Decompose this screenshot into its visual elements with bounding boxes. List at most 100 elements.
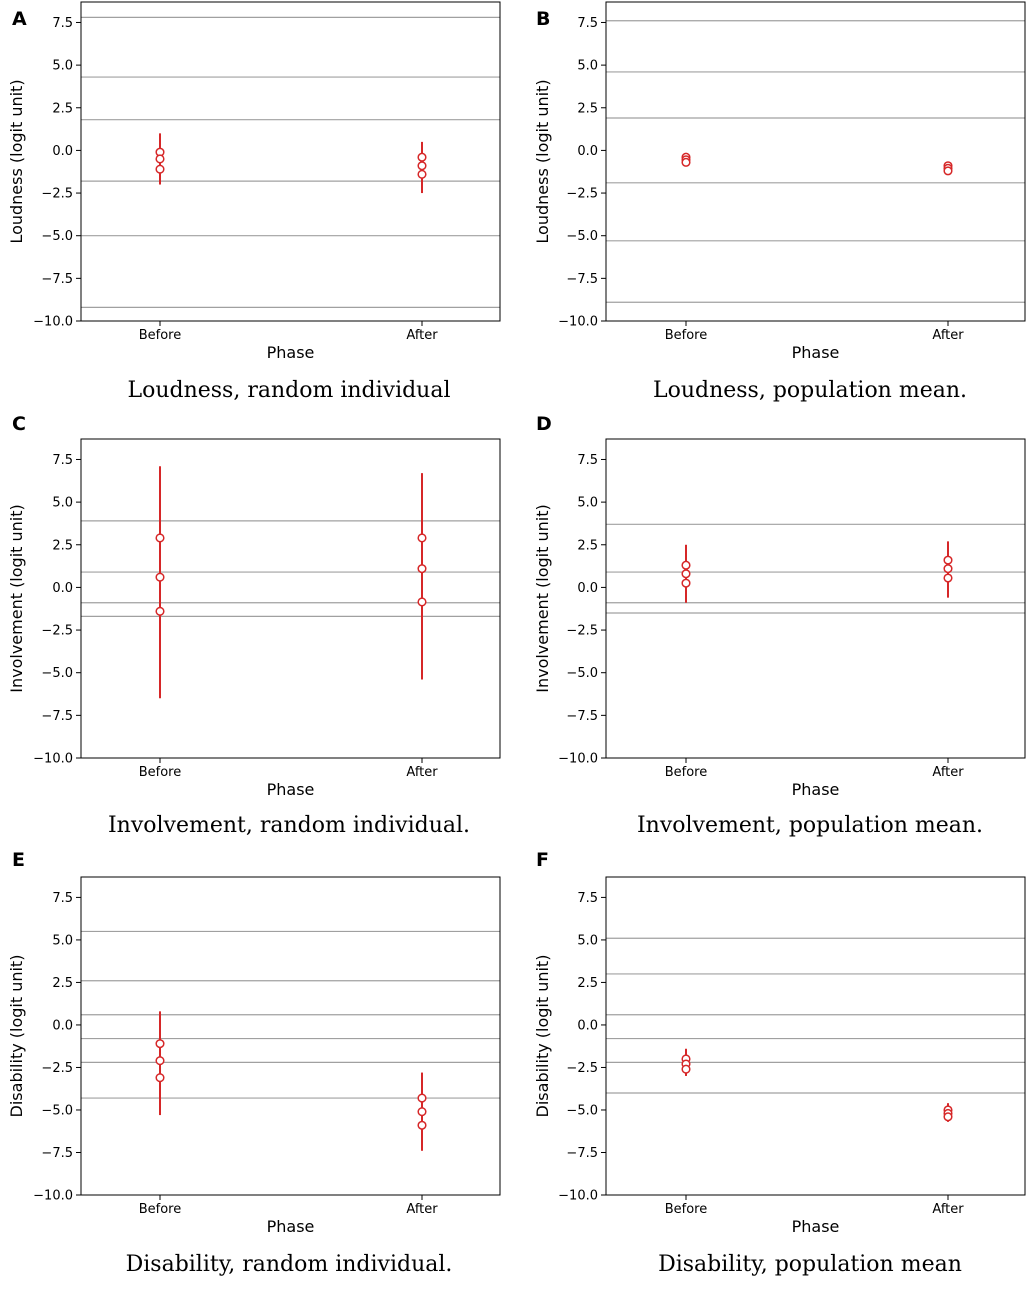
y-tick-label: 0.0 xyxy=(52,144,73,159)
data-point xyxy=(155,533,165,543)
data-point xyxy=(155,572,165,582)
panel-caption: Involvement, population mean. xyxy=(637,813,983,838)
y-tick-label: 0.0 xyxy=(577,144,598,159)
x-tick-label: Before xyxy=(665,765,708,780)
y-tick-label: −10.0 xyxy=(558,315,598,330)
y-tick-label: −5.0 xyxy=(41,229,73,244)
data-point xyxy=(417,152,427,162)
data-point xyxy=(417,1120,427,1130)
x-tick-label: After xyxy=(406,765,438,780)
data-point xyxy=(155,1056,165,1066)
panel-c: 7.5 5.0 2.5 0.0 −2.5 −5.0 −7.5 −10.0 Before After… xyxy=(7,413,501,838)
y-tick-label: 7.5 xyxy=(52,891,73,906)
plot-frame xyxy=(605,1,1026,322)
panel-letter: A xyxy=(12,8,27,30)
y-tick-label: 7.5 xyxy=(577,16,598,31)
x-tick-label: After xyxy=(406,328,438,343)
y-tick-label: 7.5 xyxy=(577,891,598,906)
panel-caption: Disability, random individual. xyxy=(126,1252,453,1277)
panel-letter: C xyxy=(12,413,26,435)
y-tick-label: 2.5 xyxy=(52,538,73,553)
data-point xyxy=(943,1112,953,1122)
data-point xyxy=(681,1064,691,1074)
y-tick-label: −2.5 xyxy=(41,624,73,639)
plot-frame xyxy=(80,438,501,759)
panel-e: 7.5 5.0 2.5 0.0 −2.5 −5.0 −7.5 −10.0 Before After… xyxy=(7,849,501,1277)
y-tick-label: −10.0 xyxy=(558,752,598,767)
data-point xyxy=(681,157,691,167)
y-tick-label: 5.0 xyxy=(577,496,598,511)
data-point xyxy=(943,573,953,583)
data-point xyxy=(417,533,427,543)
y-tick-label: 5.0 xyxy=(577,933,598,948)
data-point xyxy=(943,555,953,565)
y-tick-label: −10.0 xyxy=(33,752,73,767)
y-tick-label: −5.0 xyxy=(566,666,598,681)
y-tick-label: 5.0 xyxy=(52,496,73,511)
y-tick-label: −10.0 xyxy=(33,1189,73,1204)
plot-frame xyxy=(605,438,1026,759)
panel-caption: Loudness, population mean. xyxy=(653,378,967,403)
y-tick-label: 2.5 xyxy=(577,101,598,116)
data-point xyxy=(417,169,427,179)
y-tick-label: 5.0 xyxy=(52,933,73,948)
y-tick-label: −2.5 xyxy=(41,187,73,202)
x-axis-label: Phase xyxy=(792,1217,840,1236)
x-axis-label: Phase xyxy=(267,343,315,362)
panel-b: 7.5 5.0 2.5 0.0 −2.5 −5.0 −7.5 −10.0 Before After… xyxy=(533,1,1026,403)
plot-frame xyxy=(605,876,1026,1196)
x-tick-label: After xyxy=(932,328,964,343)
panel-caption: Disability, population mean xyxy=(658,1252,962,1277)
panel-d: 7.5 5.0 2.5 0.0 −2.5 −5.0 −7.5 −10.0 Before After… xyxy=(533,413,1026,838)
data-point xyxy=(417,1107,427,1117)
x-tick-label: After xyxy=(406,1202,438,1217)
y-tick-label: 5.0 xyxy=(577,59,598,74)
data-point xyxy=(681,578,691,588)
x-tick-label: After xyxy=(932,1202,964,1217)
x-tick-label: Before xyxy=(139,765,182,780)
y-tick-label: 7.5 xyxy=(52,16,73,31)
y-tick-label: 7.5 xyxy=(52,453,73,468)
y-tick-label: −2.5 xyxy=(566,187,598,202)
data-point xyxy=(681,560,691,570)
y-tick-label: −7.5 xyxy=(41,272,73,287)
data-point xyxy=(155,164,165,174)
y-tick-label: −5.0 xyxy=(41,666,73,681)
y-tick-label: −7.5 xyxy=(566,1146,598,1161)
data-point xyxy=(155,1073,165,1083)
data-point xyxy=(943,166,953,176)
x-axis-label: Phase xyxy=(267,1217,315,1236)
y-tick-label: −7.5 xyxy=(566,272,598,287)
y-axis-label: Disability (logit unit) xyxy=(7,955,26,1118)
y-tick-label: −5.0 xyxy=(566,229,598,244)
panel-a: 7.5 5.0 2.5 0.0 −2.5 −5.0 −7.5 −10.0 Before After… xyxy=(7,1,501,403)
plot-frame xyxy=(80,1,501,322)
y-tick-label: 0.0 xyxy=(52,581,73,596)
x-tick-label: Before xyxy=(139,328,182,343)
data-point xyxy=(155,606,165,616)
panel-caption: Loudness, random individual xyxy=(127,378,450,403)
y-axis-label: Loudness (logit unit) xyxy=(7,79,26,243)
y-tick-label: 5.0 xyxy=(52,59,73,74)
data-point xyxy=(155,154,165,164)
y-tick-label: 0.0 xyxy=(577,1018,598,1033)
y-tick-label: −5.0 xyxy=(566,1103,598,1118)
y-tick-label: −2.5 xyxy=(41,1061,73,1076)
y-tick-label: 7.5 xyxy=(577,453,598,468)
panel-letter: B xyxy=(536,8,550,30)
data-point xyxy=(681,569,691,579)
y-tick-label: −2.5 xyxy=(566,1061,598,1076)
y-tick-label: −5.0 xyxy=(41,1103,73,1118)
x-axis-label: Phase xyxy=(792,780,840,799)
x-tick-label: After xyxy=(932,765,964,780)
y-tick-label: −10.0 xyxy=(33,315,73,330)
x-tick-label: Before xyxy=(665,1202,708,1217)
data-point xyxy=(943,564,953,574)
data-point xyxy=(417,564,427,574)
y-tick-label: −10.0 xyxy=(558,1189,598,1204)
panel-letter: D xyxy=(536,413,552,435)
x-axis-label: Phase xyxy=(267,780,315,799)
y-axis-label: Involvement (logit unit) xyxy=(533,504,552,692)
y-axis-label: Disability (logit unit) xyxy=(533,955,552,1118)
plot-frame xyxy=(80,876,501,1196)
